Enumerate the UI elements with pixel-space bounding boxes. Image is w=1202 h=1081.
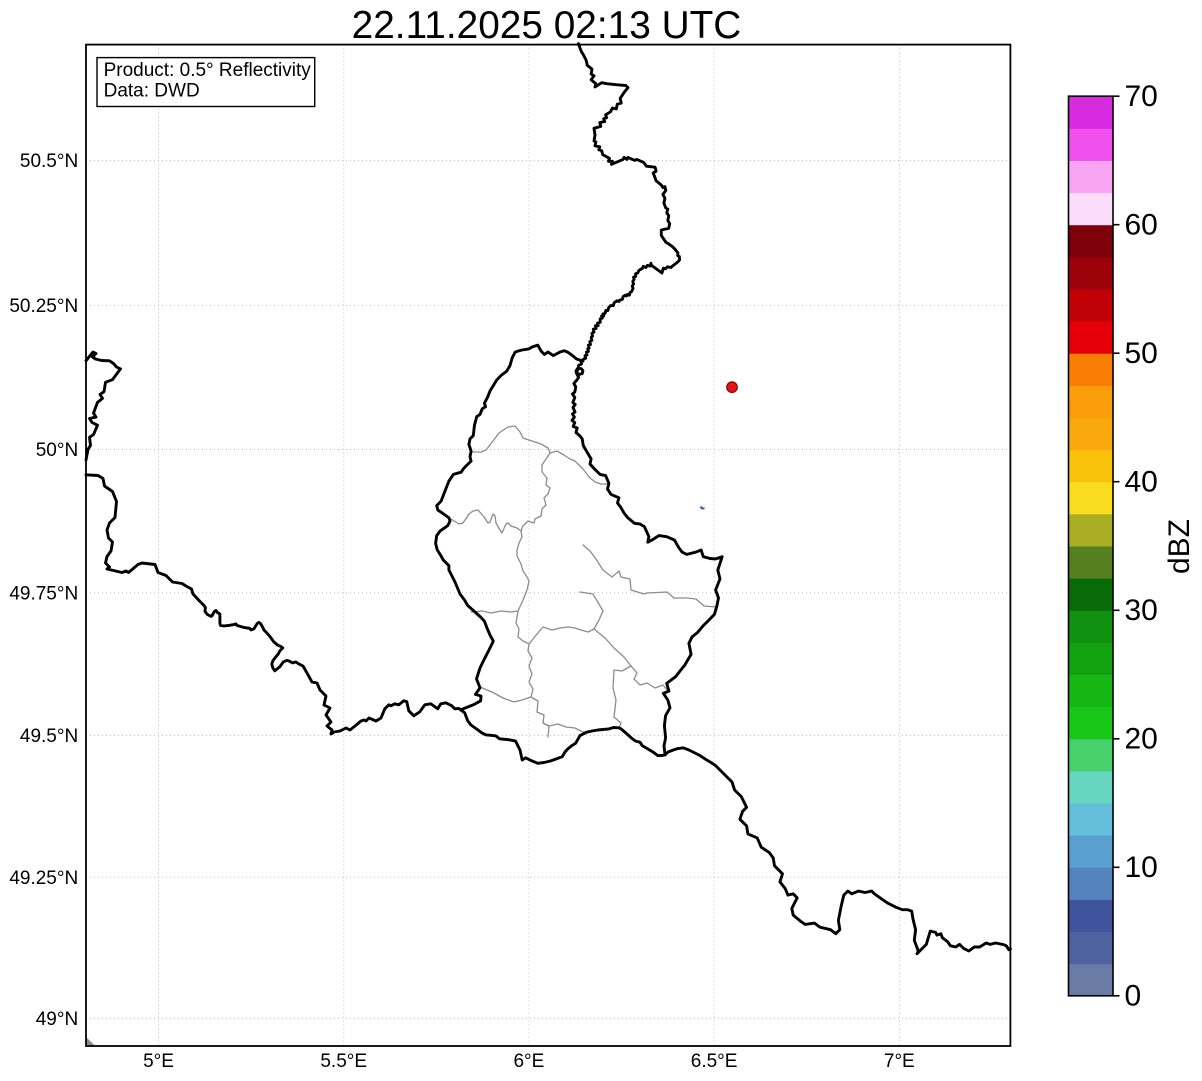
svg-text:60: 60 — [1125, 209, 1158, 242]
svg-text:5°E: 5°E — [143, 1051, 174, 1072]
svg-text:dBZ: dBZ — [1163, 519, 1196, 574]
svg-text:49°N: 49°N — [36, 1009, 78, 1030]
svg-text:40: 40 — [1125, 466, 1158, 499]
svg-text:49.75°N: 49.75°N — [9, 583, 78, 604]
svg-text:20: 20 — [1125, 723, 1158, 756]
svg-text:0: 0 — [1125, 980, 1142, 1013]
svg-text:70: 70 — [1125, 80, 1158, 113]
svg-text:Product: 0.5° Reflectivity: Product: 0.5° Reflectivity — [104, 60, 312, 81]
svg-text:50: 50 — [1125, 337, 1158, 370]
svg-text:30: 30 — [1125, 594, 1158, 627]
svg-text:10: 10 — [1125, 851, 1158, 884]
svg-text:Data: DWD: Data: DWD — [104, 81, 200, 102]
svg-text:6°E: 6°E — [513, 1051, 544, 1072]
svg-text:6.5°E: 6.5°E — [691, 1051, 738, 1072]
svg-text:50.25°N: 50.25°N — [9, 296, 78, 317]
svg-text:7°E: 7°E — [884, 1051, 915, 1072]
svg-text:49.5°N: 49.5°N — [20, 726, 78, 747]
svg-text:22.11.2025 02:13 UTC: 22.11.2025 02:13 UTC — [352, 4, 742, 47]
svg-text:5.5°E: 5.5°E — [320, 1051, 367, 1072]
svg-text:50°N: 50°N — [36, 440, 78, 461]
svg-text:49.25°N: 49.25°N — [9, 868, 78, 889]
svg-text:50.5°N: 50.5°N — [20, 151, 78, 172]
